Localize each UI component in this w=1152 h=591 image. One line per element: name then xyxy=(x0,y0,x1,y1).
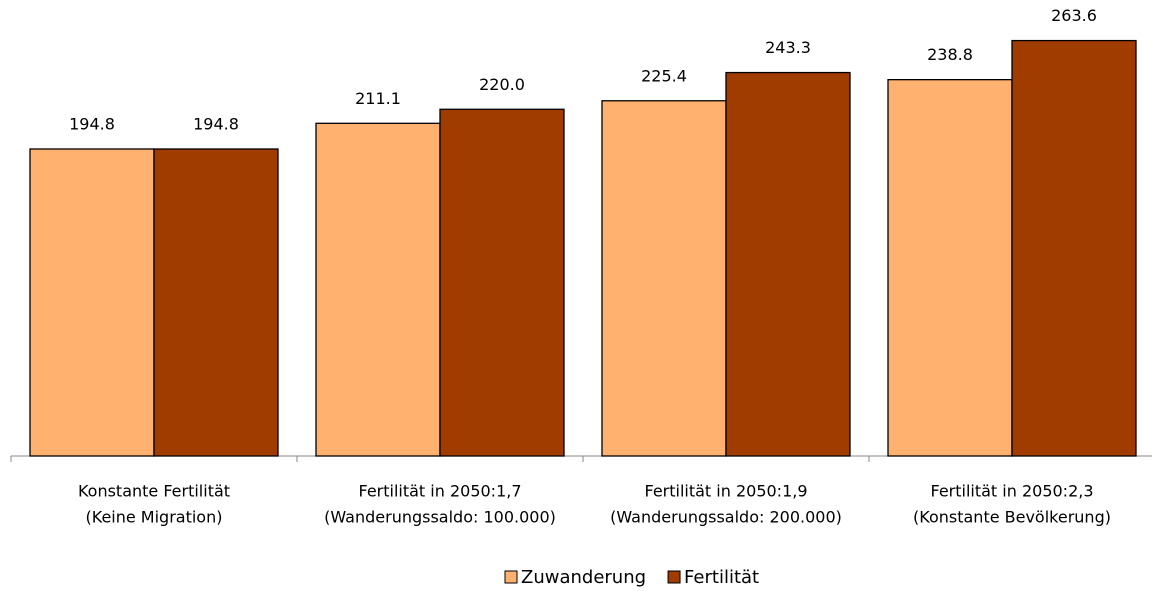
value-label: 225.4 xyxy=(641,66,687,85)
value-label: 238.8 xyxy=(927,45,973,64)
legend-swatch xyxy=(504,570,518,584)
bar xyxy=(315,122,441,457)
bar xyxy=(725,71,851,457)
legend-swatch xyxy=(667,570,681,584)
bar xyxy=(887,79,1013,457)
x-tick-label: (Keine Migration) xyxy=(86,508,223,527)
bar xyxy=(153,148,279,457)
value-label: 211.1 xyxy=(355,89,401,108)
legend-label: Zuwanderung xyxy=(521,567,646,588)
bar xyxy=(1011,39,1137,457)
x-tick-label: (Wanderungssaldo: 100.000) xyxy=(324,508,556,527)
value-label: 194.8 xyxy=(193,114,239,133)
x-tick-label: Fertilität in 2050:2,3 xyxy=(930,482,1093,501)
x-tick-label: (Konstante Bevölkerung) xyxy=(913,508,1111,527)
x-tick-label: Fertilität in 2050:1,7 xyxy=(358,482,521,501)
bar xyxy=(439,108,565,457)
x-tick-label: (Wanderungssaldo: 200.000) xyxy=(610,508,842,527)
legend-label: Fertilität xyxy=(684,567,759,588)
x-tick-label: Konstante Fertilität xyxy=(78,482,230,501)
value-label: 194.8 xyxy=(69,114,115,133)
value-label: 220.0 xyxy=(479,75,525,94)
value-label: 243.3 xyxy=(765,38,811,57)
value-label: 263.6 xyxy=(1051,6,1097,25)
bar xyxy=(601,100,727,457)
bar xyxy=(29,148,155,457)
x-tick-label: Fertilität in 2050:1,9 xyxy=(644,482,807,501)
